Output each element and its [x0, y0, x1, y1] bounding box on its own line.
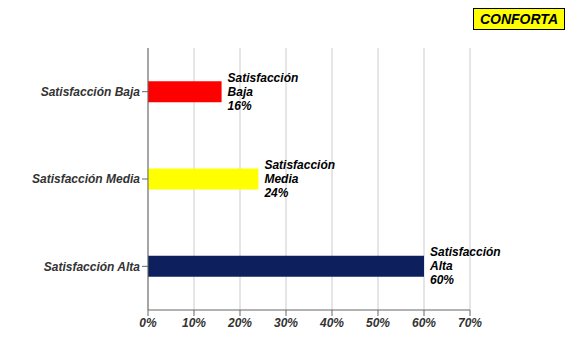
svg-text:0%: 0%	[139, 316, 157, 330]
svg-text:60%: 60%	[412, 316, 436, 330]
svg-text:SatisfacciónMedia24%: SatisfacciónMedia24%	[263, 158, 335, 200]
svg-text:70%: 70%	[458, 316, 482, 330]
html-text:CONFORTA: CONFORTA	[480, 11, 558, 27]
svg-text:SatisfacciónAlta60%: SatisfacciónAlta60%	[429, 245, 501, 287]
svg-text:40%: 40%	[319, 316, 344, 330]
svg-text:Satisfacción Media: Satisfacción Media	[32, 172, 140, 186]
svg-text:Satisfacción Baja: Satisfacción Baja	[41, 85, 141, 99]
svg-text:20%: 20%	[227, 316, 252, 330]
svg-text:50%: 50%	[366, 316, 390, 330]
svg-text:30%: 30%	[274, 316, 298, 330]
svg-text:Satisfacción Alta: Satisfacción Alta	[44, 260, 141, 274]
svg-text:SatisfacciónBaja16%: SatisfacciónBaja16%	[228, 71, 299, 113]
svg-text:10%: 10%	[182, 316, 206, 330]
